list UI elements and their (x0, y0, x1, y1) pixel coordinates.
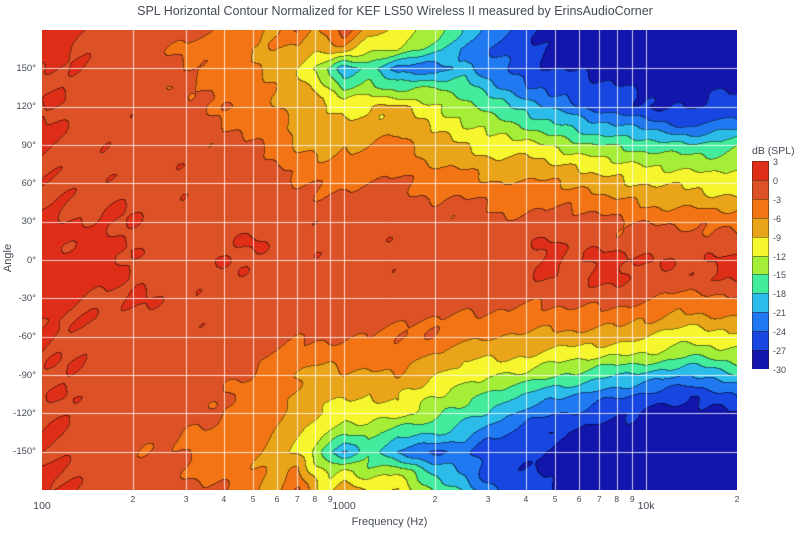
colorbar-tick-label: -15 (773, 270, 787, 281)
y-axis-title: Angle (2, 243, 14, 273)
colorbar-segment (752, 179, 769, 199)
y-tick-label: -90° (18, 369, 36, 381)
y-tick-label: -30° (18, 292, 36, 304)
x-tick-label-minor: 8 (614, 494, 620, 504)
colorbar-tick-label: -30 (773, 365, 787, 375)
x-tick-label-minor: 7 (294, 494, 300, 504)
x-tick-label-minor: 3 (183, 494, 189, 504)
x-tick-label-minor: 6 (274, 494, 280, 504)
x-tick-label-major: 100 (33, 500, 51, 512)
colorbar-title: dB (SPL) (752, 145, 795, 157)
y-tick-label: 150° (16, 62, 36, 74)
colorbar-tick-label: 3 (773, 157, 779, 167)
colorbar-tick-label: -24 (773, 327, 787, 338)
colorbar-tick-label: -3 (773, 194, 782, 205)
x-tick-label-minor: 7 (596, 494, 602, 504)
colorbar-segment (752, 217, 769, 237)
x-tick-label-major: 1000 (332, 500, 356, 512)
x-tick-label-minor: 2 (432, 494, 438, 504)
colorbar: dB (SPL) 3 0 -3 -6 -9 -12 -15 -18 -21 -24 -27 -30 (752, 145, 800, 385)
x-tick-label-major: 10k (637, 500, 655, 512)
x-tick-label-minor: 8 (312, 494, 318, 504)
colorbar-segment (752, 331, 769, 351)
colorbar-segment (752, 350, 769, 369)
colorbar-segment (752, 161, 769, 180)
colorbar-scale: 3 0 -3 -6 -9 -12 -15 -18 -21 -24 -27 -30 (752, 157, 786, 375)
colorbar-segment (752, 236, 769, 256)
x-tick-label-minor: 3 (485, 494, 491, 504)
y-tick-label: -120° (13, 407, 36, 419)
y-tick-label: -150° (13, 446, 36, 458)
colorbar-segment (752, 274, 769, 294)
x-tick-label-minor: 4 (523, 494, 529, 504)
colorbar-tick-label: -18 (773, 289, 787, 300)
x-tick-label-minor: 5 (552, 494, 558, 504)
x-tick-label-minor: 9 (629, 494, 635, 504)
y-tick-label: 90° (21, 139, 36, 151)
y-axis-tick-labels: 150° 120° 90° 60° 30° 0° -30° -60° -90° -120° -150… (0, 30, 38, 490)
colorbar-tick-label: -12 (773, 251, 787, 262)
colorbar-segment (752, 198, 769, 218)
x-tick-label-minor: 4 (221, 494, 227, 504)
y-tick-label: 60° (21, 177, 36, 189)
chart-title: SPL Horizontal Contour Normalized for KE… (137, 4, 653, 18)
x-axis-tick-labels: 2 3 4 5 6 7 8 9 2 3 4 5 6 7 8 9 2 100 1000 10k (33, 490, 742, 515)
colorbar-segment (752, 255, 769, 275)
y-tick-label: 120° (16, 101, 36, 113)
x-tick-label-minor: 6 (576, 494, 582, 504)
x-tick-label-minor: 2 (130, 494, 136, 504)
contour-plot-canvas[interactable] (42, 30, 737, 490)
y-tick-label: 0° (26, 254, 36, 266)
y-tick-label: -60° (18, 331, 36, 343)
colorbar-segment (752, 293, 769, 313)
colorbar-tick-label: -21 (773, 308, 787, 319)
colorbar-tick-label: -9 (773, 232, 782, 243)
colorbar-tick-label: -27 (773, 346, 787, 357)
x-tick-label-minor: 9 (327, 494, 333, 504)
x-tick-label-minor: 2 (734, 494, 740, 504)
colorbar-segment (752, 312, 769, 332)
x-tick-label-minor: 5 (250, 494, 256, 504)
x-axis-title: Frequency (Hz) (351, 516, 428, 528)
y-tick-label: 30° (21, 216, 36, 228)
colorbar-tick-label: -6 (773, 213, 782, 224)
colorbar-tick-label: 0 (773, 175, 779, 186)
